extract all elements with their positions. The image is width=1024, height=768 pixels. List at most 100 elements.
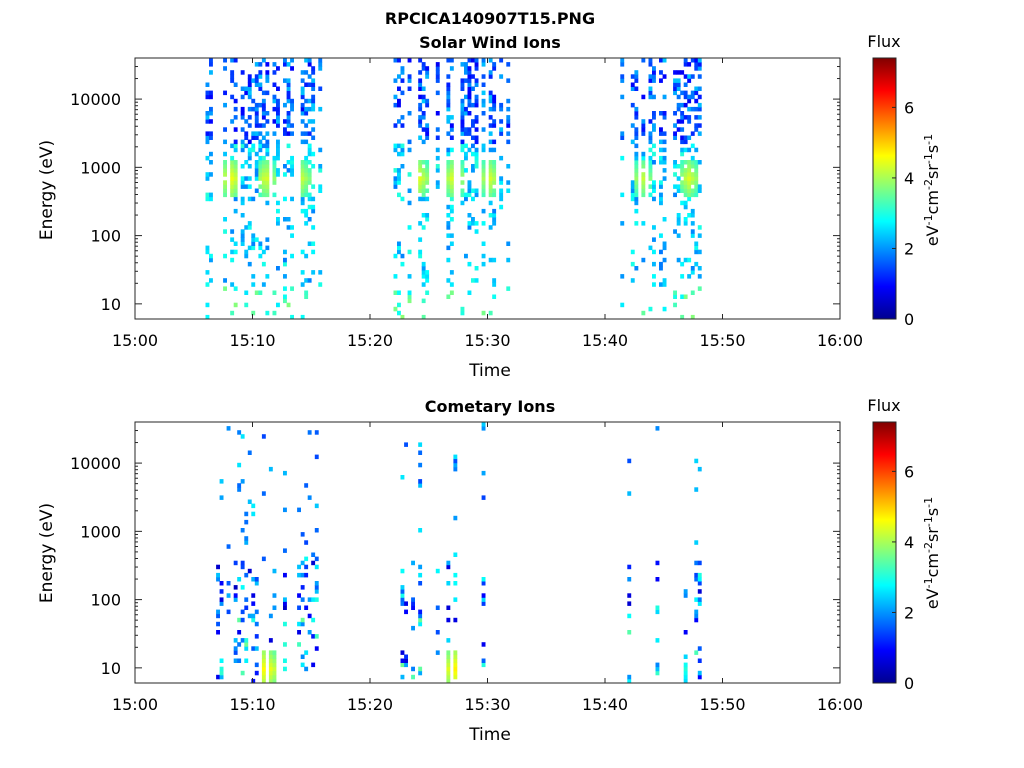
heatmap-cell (300, 654, 305, 659)
heatmap-cell (407, 172, 412, 177)
heatmap-cell (205, 111, 210, 116)
heatmap-cell (474, 188, 479, 193)
heatmap-cell (418, 184, 423, 189)
heatmap-cell (265, 143, 270, 149)
heatmap-cell (634, 164, 639, 169)
heatmap-cell (244, 143, 249, 149)
heatmap-cell (694, 106, 699, 112)
heatmap-cell (680, 151, 685, 157)
heatmap-cell (694, 66, 699, 71)
heatmap-cell (247, 123, 252, 128)
heatmap-cell (272, 662, 277, 668)
heatmap-cell (230, 249, 235, 255)
heatmap-cell (481, 426, 486, 431)
heatmap-cell (304, 253, 309, 259)
heatmap-cell (297, 621, 301, 627)
heatmap-cell (300, 585, 305, 590)
heatmap-cell (464, 253, 468, 259)
heatmap-cell (464, 143, 468, 149)
heatmap-cell (233, 115, 238, 120)
heatmap-cell (290, 98, 294, 104)
heatmap-cell (286, 123, 291, 128)
colorbar-gradient (872, 57, 897, 320)
heatmap-cell (261, 160, 266, 165)
heatmap-cell (400, 261, 405, 267)
heatmap-cell (435, 147, 440, 153)
heatmap-cell (694, 458, 699, 464)
heatmap-cell (673, 86, 677, 91)
heatmap-cell (251, 503, 256, 509)
heatmap-cell (690, 176, 695, 181)
heatmap-cell (690, 106, 695, 112)
heatmap-cell (630, 278, 635, 283)
heatmap-cell (697, 674, 702, 680)
colorbar-tick-label: 6 (904, 462, 914, 481)
heatmap-cell (290, 168, 294, 173)
heatmap-cell (300, 102, 305, 108)
heatmap-cell (247, 151, 252, 157)
heatmap-cell (481, 82, 486, 87)
heatmap-cell (634, 172, 639, 177)
heatmap-cell (683, 102, 688, 108)
heatmap-cell (488, 98, 493, 104)
heatmap-cell (676, 102, 681, 108)
heatmap-cell (652, 115, 656, 120)
heatmap-cell (393, 147, 398, 153)
heatmap-cell (446, 119, 451, 124)
heatmap-cell (254, 172, 259, 177)
heatmap-cell (492, 221, 497, 226)
heatmap-cell (662, 257, 667, 263)
heatmap-cell (304, 155, 309, 161)
heatmap-cell (680, 200, 685, 206)
heatmap-cell (474, 164, 479, 169)
heatmap-cell (471, 151, 475, 157)
heatmap-cell (460, 86, 465, 91)
heatmap-cell (407, 298, 412, 304)
heatmap-cell (400, 143, 405, 149)
heatmap-cell (247, 74, 252, 79)
heatmap-cell (251, 135, 256, 140)
heatmap-cell (488, 147, 493, 153)
heatmap-cell (258, 160, 263, 165)
heatmap-cell (421, 196, 426, 202)
heatmap-cell (453, 670, 458, 676)
heatmap-cell (652, 237, 656, 242)
heatmap-cell (265, 180, 270, 185)
heatmap-cell (233, 597, 238, 602)
heatmap-cell (499, 119, 504, 124)
heatmap-cell (276, 123, 280, 128)
heatmap-cell (397, 180, 401, 185)
heatmap-cell (620, 58, 625, 63)
heatmap-cell (460, 115, 465, 120)
heatmap-cell (393, 102, 398, 108)
heatmap-cell (474, 82, 479, 87)
heatmap-cell (488, 90, 493, 96)
heatmap-cell (307, 62, 312, 67)
heatmap-cell (233, 302, 238, 308)
heatmap-cell (690, 213, 695, 218)
heatmap-cell (240, 196, 245, 202)
heatmap-cell (240, 176, 245, 181)
heatmap-cell (449, 127, 454, 132)
heatmap-cell (676, 176, 681, 181)
heatmap-cell (492, 213, 497, 218)
heatmap-cell (683, 662, 688, 668)
heatmap-cell (240, 94, 245, 100)
heatmap-cell (694, 98, 699, 104)
heatmap-cell (680, 147, 685, 153)
heatmap-cell (634, 180, 639, 185)
heatmap-cell (300, 532, 305, 537)
heatmap-cell (655, 638, 660, 643)
heatmap-cell (304, 160, 309, 165)
heatmap-cell (697, 581, 702, 586)
heatmap-cell (460, 143, 465, 149)
heatmap-cell (311, 552, 316, 557)
heatmap-cell (258, 245, 263, 251)
heatmap-cell (673, 172, 677, 177)
heatmap-cell (673, 70, 677, 75)
heatmap-cell (400, 662, 405, 668)
heatmap-cell (311, 135, 316, 140)
heatmap-cell (652, 127, 656, 132)
heatmap-cell (297, 605, 301, 610)
heatmap-cell (446, 233, 451, 238)
